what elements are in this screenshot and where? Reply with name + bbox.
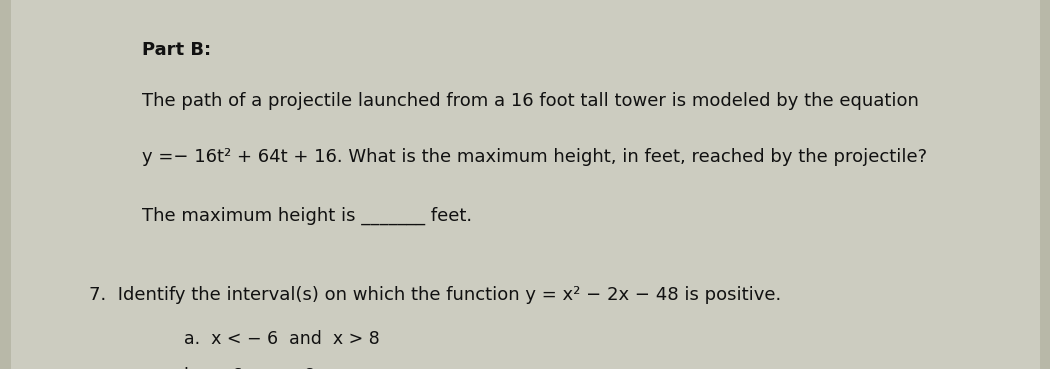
FancyBboxPatch shape [10, 0, 1040, 369]
Text: b.  − 6 < x < 8: b. − 6 < x < 8 [184, 367, 315, 369]
Text: The path of a projectile launched from a 16 foot tall tower is modeled by the eq: The path of a projectile launched from a… [142, 92, 919, 110]
Text: a.  x < − 6  and  x > 8: a. x < − 6 and x > 8 [184, 330, 379, 348]
Text: Part B:: Part B: [142, 41, 211, 59]
Text: 7.  Identify the interval(s) on which the function y = x² − 2x − 48 is positive.: 7. Identify the interval(s) on which the… [89, 286, 781, 304]
Text: y =− 16t² + 64t + 16. What is the maximum height, in feet, reached by the projec: y =− 16t² + 64t + 16. What is the maximu… [142, 148, 927, 166]
Text: The maximum height is _______ feet.: The maximum height is _______ feet. [142, 207, 471, 225]
